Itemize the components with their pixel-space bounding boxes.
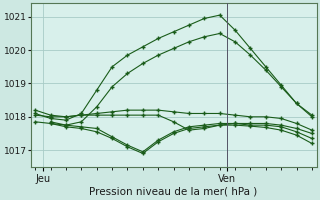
- X-axis label: Pression niveau de la mer( hPa ): Pression niveau de la mer( hPa ): [90, 187, 258, 197]
